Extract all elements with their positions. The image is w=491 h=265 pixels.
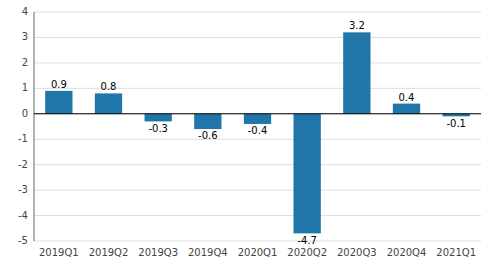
x-tick-label: 2019Q4: [188, 247, 228, 258]
data-label: 0.9: [51, 79, 67, 90]
x-tick-label: 2019Q3: [138, 247, 178, 258]
x-tick-label: 2020Q1: [238, 247, 278, 258]
grid-line: [34, 164, 481, 165]
bar: [194, 114, 221, 129]
x-tick-label: 2020Q4: [387, 247, 427, 258]
y-tick-label: 1: [22, 82, 28, 93]
data-label: 0.8: [101, 81, 117, 92]
y-tick-label: -4: [18, 210, 28, 221]
data-label: -0.4: [248, 125, 268, 136]
y-tick-label: 2: [22, 57, 28, 68]
y-tick-label: -2: [18, 159, 28, 170]
x-tick-label: 2020Q2: [287, 247, 327, 258]
data-label: -4.7: [297, 235, 317, 246]
y-tick-label: 4: [22, 6, 28, 17]
bar: [45, 91, 72, 114]
y-tick-label: -1: [18, 133, 28, 144]
y-tick-label: -5: [18, 235, 28, 246]
data-label: -0.3: [148, 123, 168, 134]
grid-line: [34, 37, 481, 38]
x-tick-label: 2019Q1: [39, 247, 79, 258]
bar: [343, 32, 370, 113]
grid-line: [34, 215, 481, 216]
y-tick-label: 3: [22, 31, 28, 42]
bar: [393, 104, 420, 114]
x-tick-label: 2020Q3: [337, 247, 377, 258]
chart-container: -5 -4 -3 -2 -1 0 1 2 3 4 0.9 0.8 -0.3 -0.6 -0.4 -4.7 3.2…: [0, 0, 491, 265]
zero-line: [34, 113, 481, 114]
data-label: -0.1: [446, 118, 466, 129]
grid-line: [34, 139, 481, 140]
y-tick-label: 0: [22, 108, 28, 119]
grid-line: [34, 190, 481, 191]
bars: [45, 32, 470, 233]
bar: [145, 114, 172, 122]
y-axis-line: [34, 12, 35, 241]
x-tick-label: 2019Q2: [89, 247, 129, 258]
data-label: 0.4: [399, 92, 415, 103]
data-label: -0.6: [198, 130, 218, 141]
grid: [34, 12, 481, 241]
grid-line: [34, 12, 481, 13]
x-tick-label: 2021Q1: [436, 247, 476, 258]
chart-svg: -5 -4 -3 -2 -1 0 1 2 3 4 0.9 0.8 -0.3 -0.6 -0.4 -4.7 3.2…: [0, 0, 491, 265]
bar: [294, 114, 321, 234]
data-label: 3.2: [349, 20, 365, 31]
bar: [244, 114, 271, 124]
grid-line: [34, 113, 481, 114]
grid-line: [34, 241, 481, 242]
y-tick-label: -3: [18, 184, 28, 195]
bar: [95, 93, 122, 113]
grid-line: [34, 62, 481, 63]
